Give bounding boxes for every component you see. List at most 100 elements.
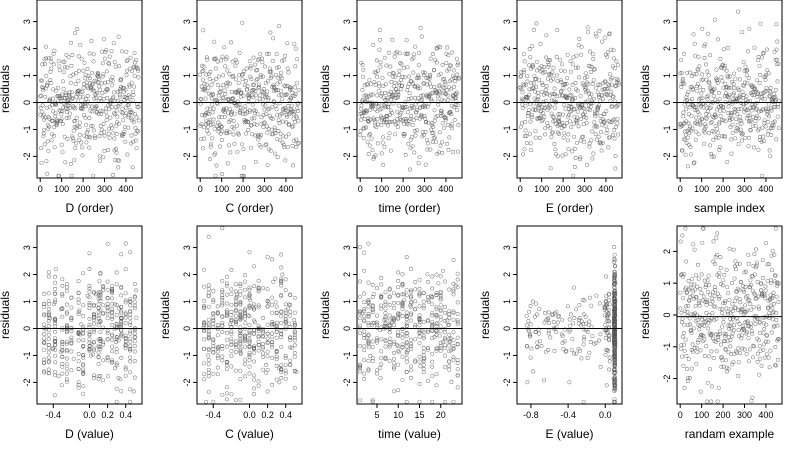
data-point — [387, 303, 392, 307]
data-point — [60, 122, 65, 127]
data-point — [379, 325, 384, 330]
data-point — [360, 62, 365, 67]
data-point — [288, 309, 293, 314]
data-point — [396, 278, 401, 283]
data-point — [386, 136, 391, 141]
data-point — [42, 347, 47, 352]
data-point — [292, 318, 296, 322]
y-tick-label: 0 — [22, 326, 32, 331]
data-point — [241, 112, 245, 116]
data-point — [279, 292, 284, 297]
data-point — [42, 336, 47, 341]
data-point — [714, 135, 719, 140]
data-point — [116, 165, 121, 170]
data-point — [570, 62, 575, 67]
data-point — [264, 51, 269, 56]
data-point — [726, 323, 731, 328]
data-point — [370, 359, 375, 364]
data-point — [718, 255, 723, 259]
data-point — [273, 72, 278, 77]
data-point — [243, 362, 247, 366]
data-point — [584, 120, 589, 125]
data-point — [745, 319, 750, 324]
data-point — [451, 289, 456, 294]
data-point — [109, 105, 114, 110]
data-point — [132, 84, 137, 89]
data-point — [681, 296, 686, 301]
data-point — [438, 340, 443, 345]
data-point — [247, 339, 252, 344]
data-point — [763, 284, 768, 289]
data-point — [101, 155, 106, 160]
data-point — [541, 99, 546, 104]
data-point — [722, 63, 727, 68]
data-point — [451, 346, 456, 351]
data-point — [260, 60, 265, 65]
data-point — [295, 57, 300, 62]
data-point — [247, 371, 252, 376]
data-point — [274, 107, 279, 112]
data-point — [709, 349, 714, 354]
data-point — [60, 339, 65, 344]
data-point — [752, 87, 757, 91]
data-point — [400, 281, 405, 286]
data-point — [584, 115, 589, 120]
data-point — [249, 145, 254, 150]
data-point — [92, 88, 97, 93]
data-point — [551, 76, 556, 81]
data-point — [738, 300, 743, 305]
data-point — [286, 302, 291, 307]
data-point — [39, 109, 44, 114]
data-point — [220, 226, 225, 231]
data-point — [234, 295, 239, 300]
data-point — [721, 278, 726, 283]
data-point — [87, 286, 92, 291]
data-point — [728, 99, 733, 104]
data-point — [265, 255, 270, 260]
data-point — [266, 97, 271, 102]
data-point — [413, 133, 418, 138]
data-point — [64, 377, 69, 382]
data-point — [421, 290, 426, 295]
data-point — [455, 320, 460, 325]
data-point — [430, 130, 435, 135]
data-point — [358, 279, 362, 284]
data-point — [389, 110, 394, 115]
data-point — [117, 325, 122, 330]
data-point — [386, 104, 391, 109]
data-point — [123, 139, 128, 144]
data-point — [414, 110, 419, 115]
x-tick-label: 10 — [393, 410, 403, 420]
data-point — [593, 31, 598, 36]
data-point — [407, 106, 412, 111]
data-point — [686, 121, 691, 126]
data-point — [409, 318, 413, 323]
data-point — [520, 106, 525, 110]
data-point — [270, 295, 275, 300]
data-point — [775, 39, 780, 44]
data-point — [612, 297, 617, 301]
data-point — [252, 350, 256, 355]
data-point — [522, 59, 527, 64]
data-point — [206, 321, 211, 326]
data-point — [724, 358, 728, 363]
data-point — [83, 76, 88, 81]
data-point — [225, 131, 230, 136]
data-point — [711, 87, 716, 92]
data-point — [707, 81, 712, 85]
data-point — [405, 88, 410, 93]
data-point — [106, 148, 111, 152]
data-point — [430, 311, 435, 316]
data-point — [594, 340, 599, 345]
data-point — [110, 296, 115, 301]
data-point — [241, 93, 246, 98]
data-point — [571, 321, 576, 326]
data-point — [262, 120, 267, 125]
data-point — [60, 314, 65, 319]
data-point — [569, 93, 574, 98]
data-point — [279, 92, 284, 97]
data-point — [53, 286, 58, 291]
data-point — [434, 324, 439, 329]
data-point — [114, 337, 119, 342]
data-point — [724, 306, 729, 311]
